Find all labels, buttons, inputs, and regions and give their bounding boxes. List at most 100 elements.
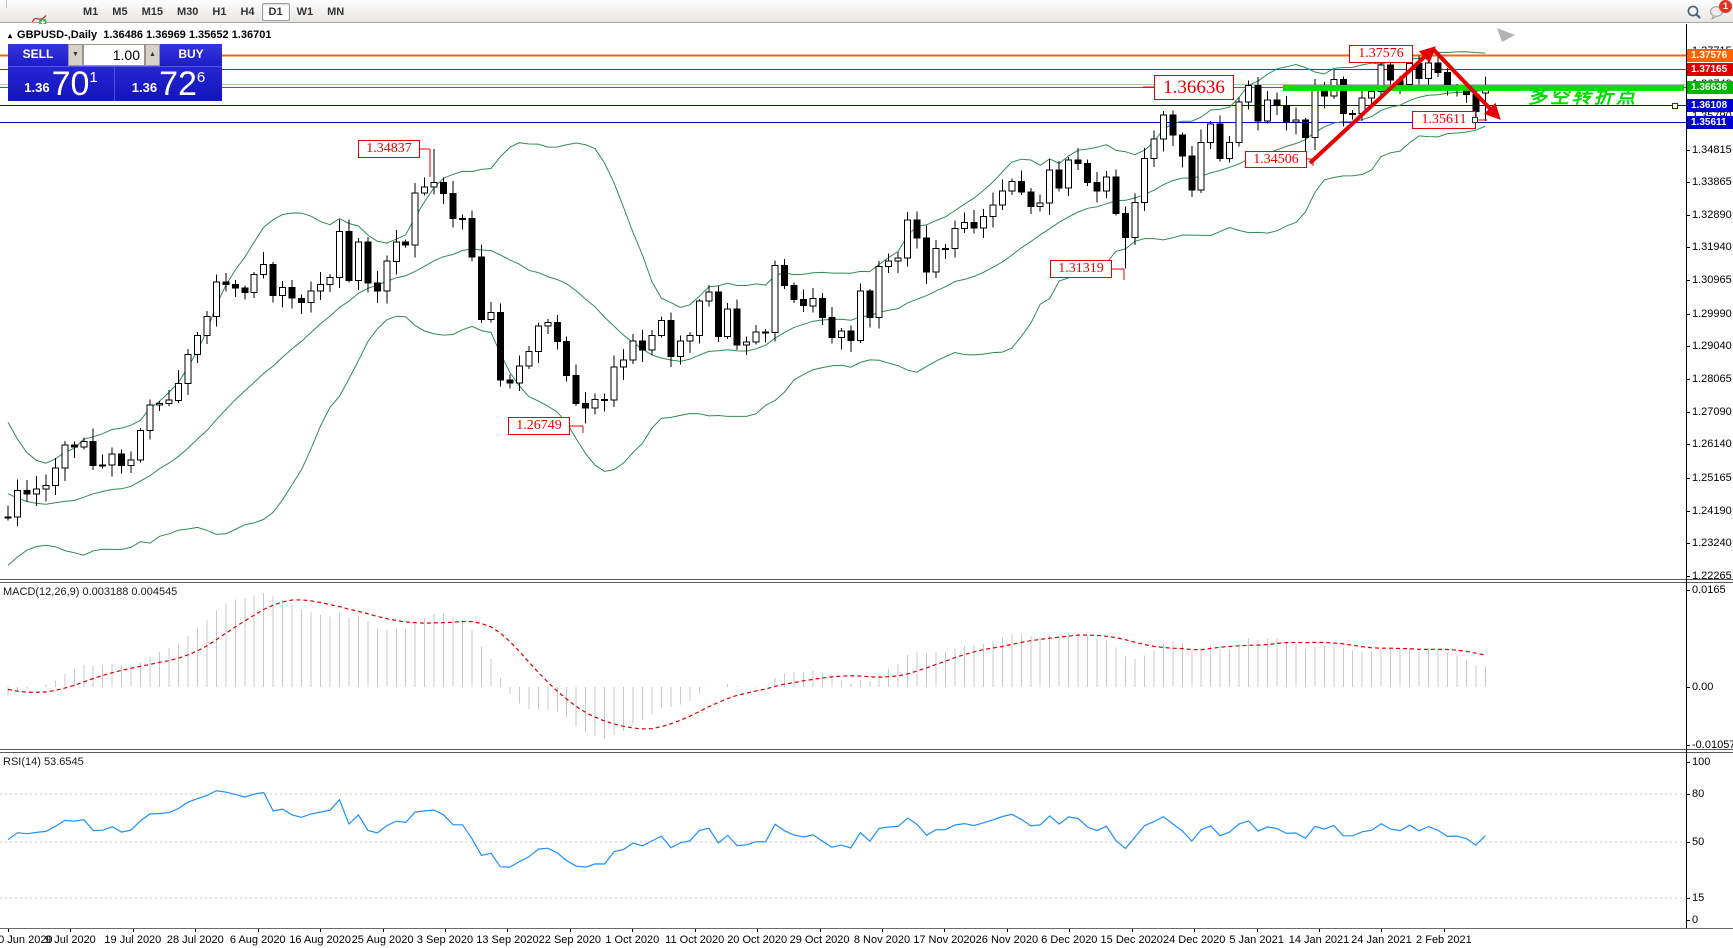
date-axis-label: 5 Jan 2021 [1229,934,1284,946]
price-tick[interactable] [1686,478,1690,479]
price-tick-label[interactable]: 1.30965 [1692,274,1732,286]
rsi-tick-label[interactable]: 50 [1692,836,1705,848]
price-annotation-label[interactable]: 1.34506 [1245,151,1307,168]
price-annotation-label[interactable]: 1.35611 [1412,111,1476,129]
pane-separator[interactable] [0,579,1733,583]
date-axis-label: 22 Sep 2020 [538,934,602,946]
price-tick-label[interactable]: 1.32890 [1692,209,1732,221]
price-tick-label[interactable]: 1.29040 [1692,340,1732,352]
rsi-tick-label[interactable]: 80 [1692,788,1705,800]
price-tick[interactable] [1686,314,1690,315]
macd-tick-label[interactable]: 0.0165 [1692,584,1726,596]
price-marker-badge[interactable]: 1.36636 [1687,81,1733,94]
rsi-tick[interactable] [1686,794,1690,795]
macd-tick[interactable] [1686,687,1690,688]
rsi-tick[interactable] [1686,842,1690,843]
price-tick-label[interactable]: 1.23240 [1692,537,1732,549]
chart-canvas[interactable] [0,24,1733,948]
timeframe-mn-button[interactable]: MN [327,6,345,18]
rsi-tick[interactable] [1686,898,1690,899]
buy-button[interactable]: BUY [160,44,222,66]
price-tick[interactable] [1686,280,1690,281]
date-tick [1443,929,1445,932]
price-tick[interactable] [1686,346,1690,347]
date-tick [1319,929,1321,932]
timeframe-w1-button[interactable]: W1 [296,6,314,18]
macd-tick[interactable] [1686,590,1690,591]
volume-decrease-button[interactable]: ▼ [68,44,83,66]
volume-input[interactable]: 1.00 [83,44,145,66]
chart-ohlc-values: 1.36486 1.36969 1.35652 1.36701 [103,29,272,41]
timeframe-m1-button[interactable]: M1 [83,6,99,18]
macd-tick-label[interactable]: 0.00 [1692,681,1714,693]
price-tick[interactable] [1686,444,1690,445]
price-tick-label[interactable]: 1.28065 [1692,373,1732,385]
price-annotation-label[interactable]: 1.26749 [508,417,570,435]
price-tick[interactable] [1686,247,1690,248]
price-annotation-label[interactable]: 1.37576 [1349,45,1413,63]
price-tick-label[interactable]: 1.34815 [1692,144,1732,156]
price-marker-badge[interactable]: 1.37165 [1687,63,1733,76]
price-marker-badge[interactable]: 1.36108 [1687,99,1733,112]
rsi-tick-label[interactable]: 100 [1692,756,1711,768]
rsi-tick-label[interactable]: 0 [1692,914,1699,926]
price-tick-label[interactable]: 1.33865 [1692,176,1732,188]
price-tick[interactable] [1686,412,1690,413]
date-axis-label: 2 Feb 2021 [1416,934,1472,946]
date-axis-label: 17 Nov 2020 [913,934,976,946]
price-annotation-label[interactable]: 1.31319 [1050,260,1112,278]
sell-button[interactable]: SELL [8,44,68,66]
date-tick [382,929,384,932]
price-marker-badge[interactable]: 1.35611 [1687,116,1733,129]
buy-price[interactable]: 1.36 72 6 [131,65,206,103]
search-icon[interactable] [1683,2,1706,22]
turning-point-annotation[interactable]: 多空转折点 [1528,87,1639,108]
date-axis-label: 14 Jan 2021 [1288,934,1350,946]
price-tick-label[interactable]: 1.31940 [1692,241,1732,253]
timeframe-d1-button[interactable]: D1 [261,3,290,21]
pane-separator[interactable] [0,749,1733,753]
price-tick-label[interactable]: 1.22265 [1692,570,1732,582]
price-tick[interactable] [1686,511,1690,512]
price-tick[interactable] [1686,576,1690,577]
timeframe-h4-button[interactable]: H4 [240,6,255,18]
object-selection-handle[interactable] [1672,103,1678,109]
price-tick-label[interactable]: 1.29990 [1692,308,1732,320]
date-tick [1131,929,1133,932]
price-tick[interactable] [1686,182,1690,183]
price-tick[interactable] [1686,543,1690,544]
timeframe-m5-button[interactable]: M5 [112,6,128,18]
price-tick-label[interactable]: 1.25165 [1692,472,1732,484]
sell-price[interactable]: 1.36 70 1 [8,67,115,101]
price-tick-label[interactable]: 1.26140 [1692,438,1732,450]
macd-tick[interactable] [1686,745,1690,746]
rsi-tick[interactable] [1686,762,1690,763]
date-axis-label: 29 Oct 2020 [789,934,850,946]
date-axis-label: 19 Jul 2020 [104,934,162,946]
price-tick[interactable] [1686,150,1690,151]
price-tick-label[interactable]: 1.27090 [1692,406,1732,418]
price-marker-badge[interactable]: 1.37576 [1687,49,1733,62]
price-annotation-label[interactable]: 1.34837 [358,140,420,158]
object-selection-handle[interactable] [1472,117,1478,123]
volume-increase-button[interactable]: ▲ [145,44,160,66]
date-tick [445,929,446,932]
date-tick [944,929,946,932]
date-tick [257,929,259,932]
timeframe-m15-button[interactable]: M15 [141,6,163,18]
timeframe-m30-button[interactable]: M30 [176,6,199,18]
rsi-tick-label[interactable]: 15 [1692,892,1705,904]
timeframe-h1-button[interactable]: H1 [212,6,227,18]
rsi-tick[interactable] [1686,920,1690,921]
date-axis-label: 8 Nov 2020 [853,934,911,946]
chat-icon[interactable]: 1 [1706,0,1732,22]
price-tick[interactable] [1686,379,1690,380]
price-tick[interactable] [1686,215,1690,216]
price-annotation-label[interactable]: 1.36636 [1154,75,1234,100]
date-tick [8,929,9,932]
price-tick-label[interactable]: 1.24190 [1692,505,1732,517]
collapse-arrow-icon[interactable]: ▴ [8,31,13,40]
macd-indicator-label: MACD(12,26,9) 0.003188 0.004545 [3,586,178,598]
